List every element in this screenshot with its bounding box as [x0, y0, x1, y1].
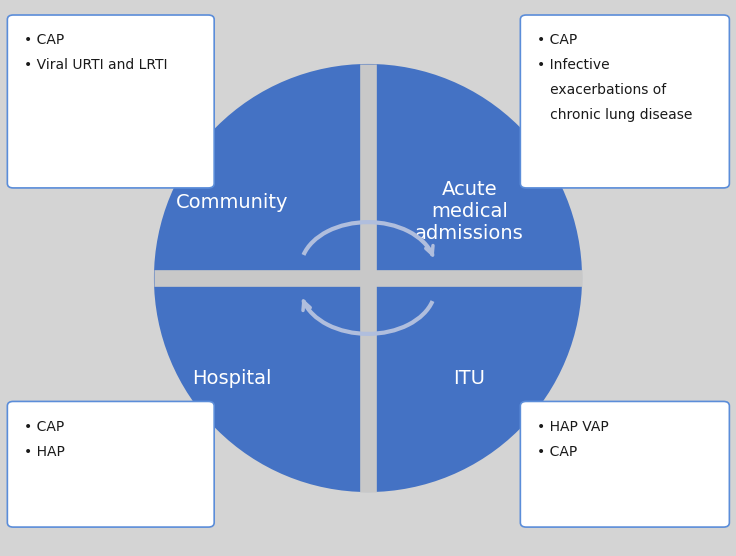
Text: • CAP: • CAP	[24, 33, 64, 47]
FancyBboxPatch shape	[7, 401, 214, 527]
FancyBboxPatch shape	[520, 401, 729, 527]
Text: Community: Community	[176, 193, 288, 212]
Text: • Viral URTI and LRTI: • Viral URTI and LRTI	[24, 58, 167, 72]
Text: Hospital: Hospital	[192, 369, 272, 388]
Text: chronic lung disease: chronic lung disease	[537, 108, 692, 122]
Text: ITU: ITU	[453, 369, 486, 388]
Ellipse shape	[154, 64, 582, 492]
FancyBboxPatch shape	[520, 15, 729, 188]
Text: • Infective: • Infective	[537, 58, 609, 72]
Text: • CAP: • CAP	[24, 420, 64, 434]
Text: • HAP VAP: • HAP VAP	[537, 420, 608, 434]
Text: exacerbations of: exacerbations of	[537, 83, 666, 97]
FancyBboxPatch shape	[7, 15, 214, 188]
Text: • HAP: • HAP	[24, 445, 65, 459]
Text: Acute
medical
admissions: Acute medical admissions	[415, 180, 524, 243]
Text: • CAP: • CAP	[537, 33, 577, 47]
Text: • CAP: • CAP	[537, 445, 577, 459]
